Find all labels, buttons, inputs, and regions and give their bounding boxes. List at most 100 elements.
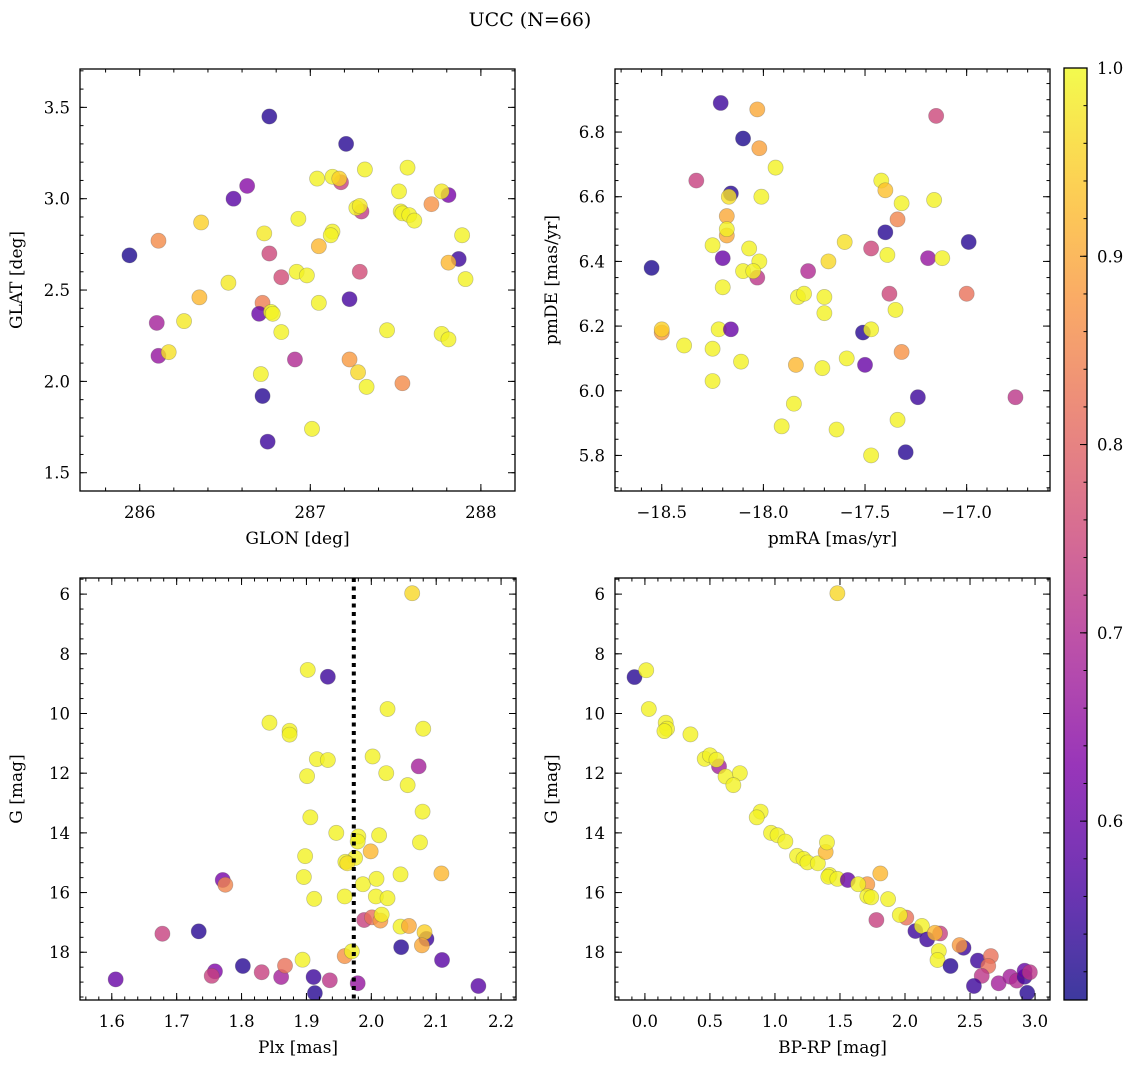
- data-point: [406, 212, 423, 229]
- data-point: [887, 301, 904, 318]
- colorbar-tick-label: 0.7: [1097, 624, 1123, 643]
- data-point: [457, 271, 474, 288]
- data-point: [745, 263, 762, 280]
- data-point: [338, 135, 355, 152]
- y-axis-label: pmDE [mas/yr]: [542, 215, 562, 345]
- panel-plx-g: 1.6 1.7 1.8 1.9 2.0 2.1 2.2 6 8 10 12 14 16 18 Plx [ma…: [7, 577, 517, 1058]
- data-point: [454, 227, 471, 244]
- data-point: [990, 975, 1007, 992]
- panel-pmra-pmde: −18.5 −18.0 −17.5 −17.0 5.8 6.0 6.2 6.4 6.6 6.8 pm…: [542, 68, 1051, 549]
- data-point: [256, 225, 273, 242]
- data-point: [913, 918, 930, 934]
- data-point: [379, 322, 396, 339]
- data-point: [718, 221, 735, 238]
- data-point: [733, 353, 749, 370]
- x-axis-label: Plx [mas]: [258, 1038, 338, 1058]
- data-point: [259, 433, 276, 450]
- x-tick-label: 1.0: [762, 1012, 788, 1031]
- data-point: [273, 324, 290, 341]
- data-point: [319, 668, 336, 685]
- data-point: [423, 196, 440, 213]
- ticks: [615, 578, 1050, 1000]
- data-point: [796, 285, 812, 302]
- y-tick-label: 6.2: [579, 317, 605, 336]
- y-tick-label: 3.5: [44, 98, 70, 117]
- data-point: [351, 198, 368, 214]
- figure-title: UCC (N=66): [469, 9, 592, 31]
- data-point: [341, 351, 358, 368]
- ticks: [80, 69, 516, 492]
- data-point: [863, 240, 880, 257]
- axes-frame: [614, 577, 1051, 1001]
- data-point: [261, 714, 278, 731]
- x-tick-label: 2.0: [892, 1012, 918, 1031]
- data-point: [339, 855, 356, 872]
- panel-bprp-g: 0.0 0.5 1.0 1.5 2.0 2.5 3.0 6 8 10 12 14 16 18 BP-RP […: [542, 577, 1051, 1058]
- data-point: [1021, 964, 1038, 981]
- x-tick-label: 1.5: [827, 1012, 853, 1031]
- data-point: [891, 906, 908, 923]
- data-point: [254, 388, 271, 404]
- data-point: [893, 344, 910, 360]
- data-point: [725, 777, 742, 794]
- data-point: [819, 834, 835, 851]
- colorbar-tick-label: 0.9: [1097, 247, 1123, 266]
- data-point: [850, 876, 867, 893]
- data-point: [239, 177, 256, 194]
- data-point: [281, 726, 298, 743]
- data-point: [273, 269, 290, 286]
- data-point: [393, 939, 410, 956]
- data-point: [753, 188, 770, 205]
- data-point: [321, 972, 338, 989]
- data-point: [777, 833, 794, 850]
- data-point: [880, 891, 897, 908]
- data-point: [217, 876, 234, 893]
- data-point: [838, 350, 855, 367]
- x-tick-label: 0.0: [632, 1012, 658, 1031]
- data-point: [394, 375, 411, 392]
- data-point: [356, 161, 373, 178]
- ticks: [80, 578, 516, 1000]
- data-point: [893, 195, 910, 212]
- data-point: [107, 971, 124, 988]
- y-axis-label: G [mag]: [7, 754, 27, 823]
- x-tick-label: 2.0: [358, 1012, 384, 1031]
- data-point: [731, 765, 748, 782]
- data-point: [1007, 389, 1024, 406]
- data-point: [400, 918, 417, 934]
- data-point: [297, 848, 314, 865]
- data-point: [773, 418, 790, 435]
- y-tick-label: 1.5: [44, 464, 70, 483]
- data-point: [295, 869, 312, 885]
- data-point: [319, 752, 336, 769]
- y-tick-label: 3.0: [44, 190, 70, 209]
- colorbar-tick-label: 1.0: [1097, 59, 1123, 78]
- ticks: [615, 69, 1050, 491]
- data-point: [322, 227, 339, 244]
- data-point: [909, 389, 926, 406]
- data-point: [1019, 984, 1036, 1000]
- data-point: [399, 777, 416, 794]
- points: [107, 578, 487, 1000]
- data-point: [434, 952, 450, 968]
- data-point: [958, 285, 975, 302]
- data-point: [653, 321, 670, 338]
- x-tick-label: 3.0: [1022, 1012, 1048, 1031]
- panels: 286 287 288 1.5 2.0 2.5 3.0 3.5 GLON [deg] GLAT […: [7, 68, 1051, 1058]
- x-tick-label: 1.9: [293, 1012, 319, 1031]
- data-point: [785, 395, 802, 412]
- data-point: [264, 305, 281, 322]
- y-tick-label: 2.0: [44, 372, 70, 391]
- data-point: [470, 978, 487, 994]
- x-tick-label: −17.0: [941, 503, 992, 522]
- data-point: [928, 107, 945, 124]
- axes-frame: [614, 68, 1051, 492]
- data-point: [154, 925, 171, 942]
- data-point: [720, 188, 737, 205]
- data-point: [203, 967, 220, 984]
- data-point: [934, 250, 951, 267]
- data-point: [160, 344, 177, 361]
- data-point: [261, 108, 278, 125]
- data-point: [863, 321, 880, 338]
